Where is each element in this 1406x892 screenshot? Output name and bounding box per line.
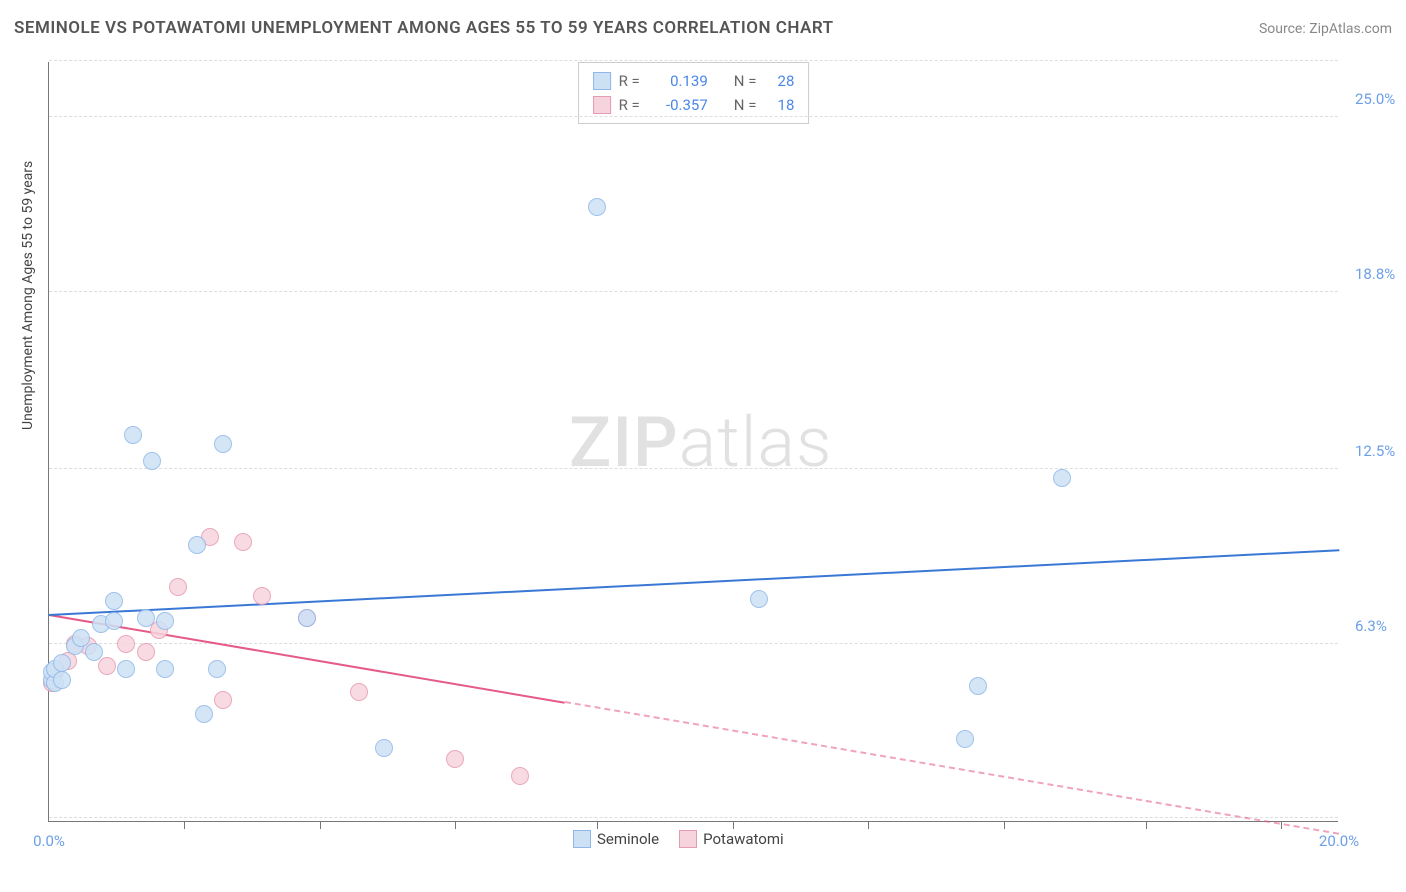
data-point xyxy=(105,612,123,630)
data-point xyxy=(214,435,232,453)
data-point xyxy=(105,592,123,610)
data-point xyxy=(156,612,174,630)
swatch-seminole xyxy=(573,830,591,848)
data-point xyxy=(53,671,71,689)
gridline xyxy=(49,116,1338,117)
y-tick-label: 18.8% xyxy=(1355,265,1395,283)
data-point xyxy=(298,609,316,627)
x-tick xyxy=(184,821,185,829)
data-point xyxy=(253,587,271,605)
y-tick-label: 12.5% xyxy=(1355,442,1395,460)
x-tick xyxy=(1146,821,1147,829)
x-tick xyxy=(868,821,869,829)
data-point xyxy=(117,660,135,678)
data-point xyxy=(446,750,464,768)
data-point xyxy=(124,426,142,444)
gridline xyxy=(49,643,1338,644)
x-tick xyxy=(320,821,321,829)
data-point xyxy=(53,654,71,672)
source-label: Source: ZipAtlas.com xyxy=(1259,21,1392,37)
data-point xyxy=(169,578,187,596)
legend-item-potawatomi: Potawatomi xyxy=(679,830,784,848)
chart-title: SEMINOLE VS POTAWATOMI UNEMPLOYMENT AMON… xyxy=(14,18,834,38)
gridline xyxy=(49,60,1338,61)
trendline-extrapolated xyxy=(565,701,1339,835)
data-point xyxy=(195,705,213,723)
data-point xyxy=(117,635,135,653)
data-point xyxy=(234,533,252,551)
data-point xyxy=(750,590,768,608)
data-point xyxy=(208,660,226,678)
stats-row-potawatomi: R = -0.357 N = 18 xyxy=(593,93,795,117)
data-point xyxy=(137,643,155,661)
x-tick xyxy=(733,821,734,829)
gridline xyxy=(49,291,1338,292)
data-point xyxy=(375,739,393,757)
data-point xyxy=(969,677,987,695)
data-point xyxy=(143,452,161,470)
data-point xyxy=(350,683,368,701)
data-point xyxy=(85,643,103,661)
y-tick-label: 25.0% xyxy=(1355,90,1395,108)
gridline xyxy=(49,468,1338,469)
y-tick-label: 6.3% xyxy=(1355,617,1387,635)
y-axis-label: Unemployment Among Ages 55 to 59 years xyxy=(20,161,36,430)
data-point xyxy=(188,536,206,554)
x-tick-label: 0.0% xyxy=(33,832,65,850)
data-point xyxy=(956,730,974,748)
trendline xyxy=(49,549,1339,616)
legend-item-seminole: Seminole xyxy=(573,830,659,848)
data-point xyxy=(511,767,529,785)
data-point xyxy=(156,660,174,678)
swatch-potawatomi xyxy=(593,96,611,114)
swatch-potawatomi xyxy=(679,830,697,848)
data-point xyxy=(1053,469,1071,487)
legend: Seminole Potawatomi xyxy=(573,830,784,848)
x-tick-label: 20.0% xyxy=(1319,832,1359,850)
watermark: ZIPatlas xyxy=(569,402,833,484)
x-tick xyxy=(1004,821,1005,829)
data-point xyxy=(98,657,116,675)
stats-row-seminole: R = 0.139 N = 28 xyxy=(593,69,795,93)
data-point xyxy=(137,609,155,627)
data-point xyxy=(588,198,606,216)
data-point xyxy=(214,691,232,709)
gridline xyxy=(49,817,1338,818)
swatch-seminole xyxy=(593,72,611,90)
stats-box: R = 0.139 N = 28 R = -0.357 N = 18 xyxy=(578,62,810,124)
x-tick xyxy=(597,821,598,829)
scatter-plot: ZIPatlas R = 0.139 N = 28 R = -0.357 N =… xyxy=(48,62,1338,822)
x-tick xyxy=(455,821,456,829)
